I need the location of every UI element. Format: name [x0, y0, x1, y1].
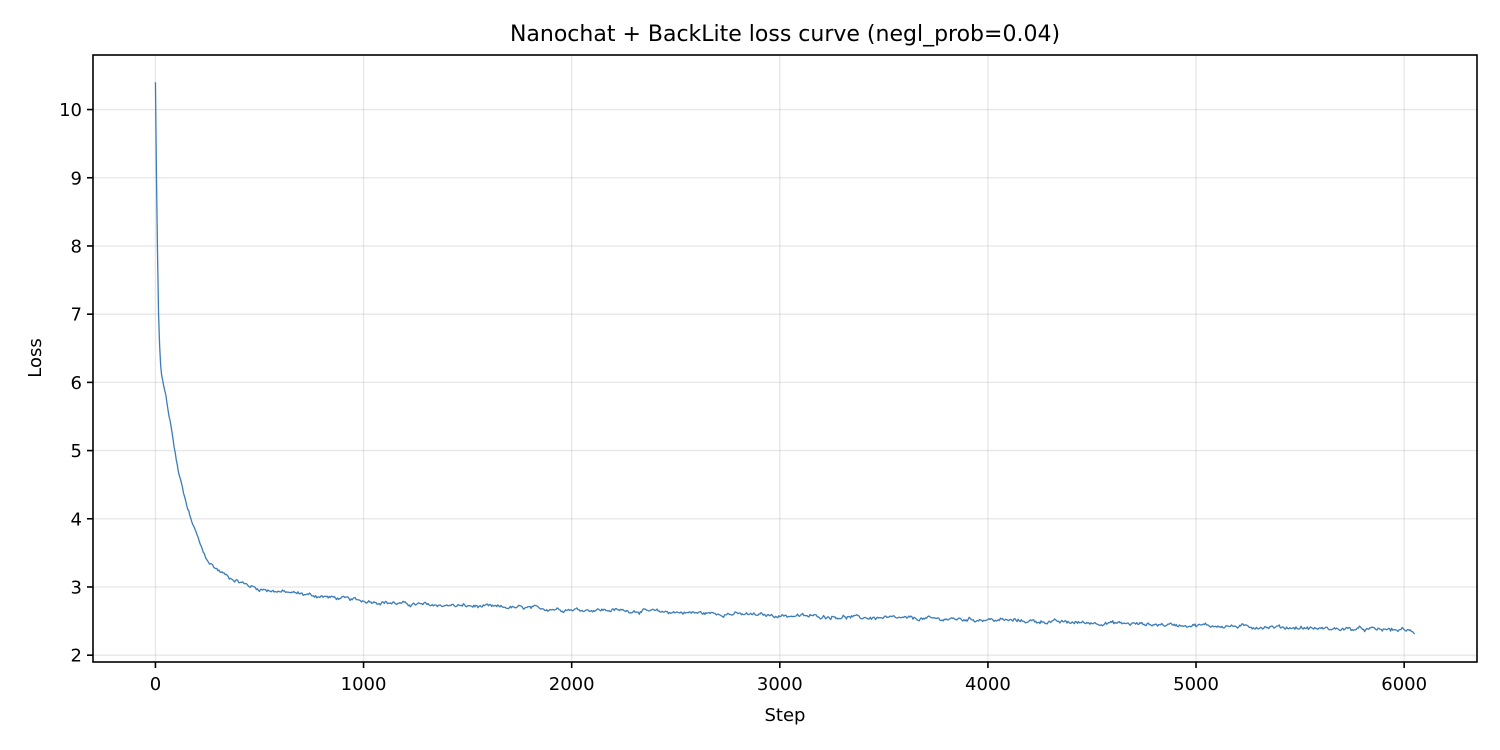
- y-tick-label: 10: [59, 100, 82, 121]
- y-axis-label: Loss: [25, 338, 46, 377]
- x-tick-label: 0: [150, 674, 161, 695]
- x-tick-label: 1000: [341, 674, 387, 695]
- x-tick-label: 2000: [549, 674, 595, 695]
- y-tick-label: 5: [71, 441, 82, 462]
- x-tick-label: 3000: [757, 674, 803, 695]
- x-tick-label: 6000: [1381, 674, 1427, 695]
- loss-series-line: [154, 82, 1416, 635]
- x-axis-label: Step: [765, 705, 806, 726]
- plot-area: [154, 82, 1416, 635]
- x-tick-label: 5000: [1173, 674, 1219, 695]
- y-tick-label: 6: [71, 373, 82, 394]
- y-tick-label: 2: [71, 646, 82, 667]
- y-axis-ticks: 2 3 4 5 6 7 8 9 10: [59, 100, 93, 667]
- y-tick-label: 7: [71, 305, 82, 326]
- chart-title: Nanochat + BackLite loss curve (negl_pro…: [510, 22, 1060, 47]
- y-tick-label: 9: [71, 168, 82, 189]
- y-tick-label: 3: [71, 577, 82, 598]
- grid-lines: [93, 55, 1477, 662]
- x-axis-ticks: 0 1000 2000 3000 4000 5000 6000: [150, 662, 1427, 695]
- y-tick-label: 4: [71, 509, 82, 530]
- y-tick-label: 8: [71, 236, 82, 257]
- x-tick-label: 4000: [965, 674, 1011, 695]
- axes-frame: [92, 54, 1478, 663]
